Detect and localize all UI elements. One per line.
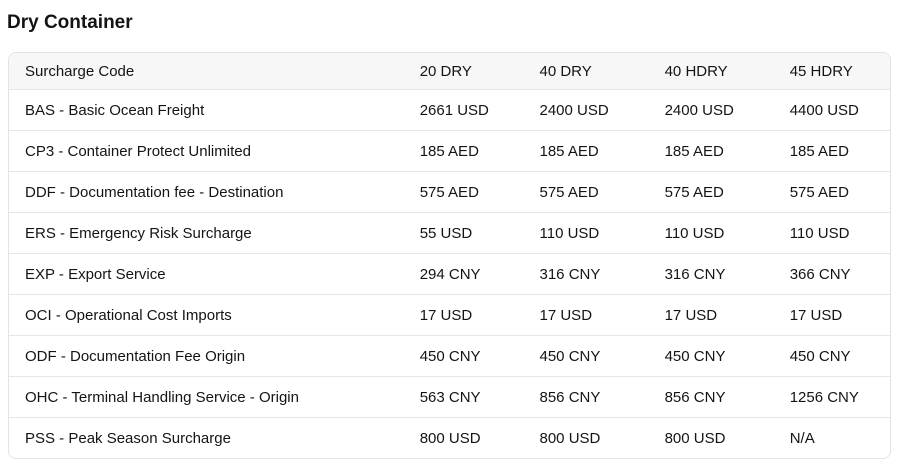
- price-cell: 450 CNY: [403, 335, 524, 377]
- price-cell: N/A: [789, 429, 815, 447]
- column-header-surcharge-code: Surcharge Code: [9, 53, 404, 90]
- price-cell: 575 AED: [523, 171, 649, 213]
- price-cell: 17 USD: [773, 294, 890, 336]
- table-row: OHC - Terminal Handling Service - Origin…: [9, 376, 890, 418]
- price-cell: 856 CNY: [523, 376, 649, 418]
- table-row: ODF - Documentation Fee Origin 450 CNY 4…: [9, 335, 890, 377]
- price-cell: 4400 USD: [773, 89, 890, 131]
- price-cell: 366 CNY: [773, 253, 890, 295]
- surcharge-label: CP3 - Container Protect Unlimited: [9, 130, 404, 172]
- price-cell: 316 CNY: [523, 253, 649, 295]
- price-cell: 1256 CNY: [773, 376, 890, 418]
- price-cell: 800 USD: [419, 429, 481, 447]
- surcharge-label: EXP - Export Service: [9, 253, 404, 295]
- price-cell: 800 USD: [539, 429, 601, 447]
- price-cell: 450 CNY: [773, 335, 890, 377]
- surcharge-label: DDF - Documentation fee - Destination: [9, 171, 404, 213]
- price-cell: 856 CNY: [648, 376, 774, 418]
- price-cell: 294 CNY: [403, 253, 524, 295]
- table-row: CP3 - Container Protect Unlimited 185 AE…: [9, 130, 890, 172]
- column-header-20-dry: 20 DRY: [403, 53, 524, 90]
- price-cell: 2400 USD: [523, 89, 649, 131]
- surcharge-label: OHC - Terminal Handling Service - Origin: [9, 376, 404, 418]
- price-cell: 17 USD: [403, 294, 524, 336]
- price-cell: 800 USD: [664, 429, 726, 447]
- surcharge-label: ERS - Emergency Risk Surcharge: [9, 212, 404, 254]
- price-cell: 55 USD: [403, 212, 524, 254]
- table-row: BAS - Basic Ocean Freight 2661 USD 2400 …: [9, 89, 890, 131]
- price-cell: 316 CNY: [648, 253, 774, 295]
- table-row: PSS - Peak Season Surcharge 800 USD 800 …: [9, 418, 890, 459]
- column-header-45-hdry: 45 HDRY: [773, 53, 890, 90]
- price-cell: 185 AED: [403, 130, 524, 172]
- price-cell: 2400 USD: [648, 89, 774, 131]
- surcharge-label: OCI - Operational Cost Imports: [9, 294, 404, 336]
- price-cell: 110 USD: [773, 212, 890, 254]
- surcharge-label: PSS - Peak Season Surcharge: [25, 429, 231, 447]
- price-cell: 575 AED: [773, 171, 890, 213]
- price-cell: 17 USD: [523, 294, 649, 336]
- table-row: DDF - Documentation fee - Destination 57…: [9, 171, 890, 213]
- price-cell: 185 AED: [648, 130, 774, 172]
- price-cell: 110 USD: [648, 212, 774, 254]
- price-cell: 2661 USD: [403, 89, 524, 131]
- surcharge-table: Surcharge Code 20 DRY 40 DRY 40 HDRY 45 …: [9, 53, 890, 458]
- surcharge-table-card: Surcharge Code 20 DRY 40 DRY 40 HDRY 45 …: [8, 52, 891, 459]
- surcharge-label: BAS - Basic Ocean Freight: [9, 89, 404, 131]
- price-cell: 110 USD: [523, 212, 649, 254]
- page-title: Dry Container: [7, 12, 133, 33]
- table-header-row: Surcharge Code 20 DRY 40 DRY 40 HDRY 45 …: [9, 53, 890, 90]
- price-cell: 450 CNY: [648, 335, 774, 377]
- price-cell: 17 USD: [648, 294, 774, 336]
- table-row: OCI - Operational Cost Imports 17 USD 17…: [9, 294, 890, 336]
- column-header-40-hdry: 40 HDRY: [648, 53, 774, 90]
- price-cell: 185 AED: [523, 130, 649, 172]
- price-cell: 563 CNY: [403, 376, 524, 418]
- price-cell: 575 AED: [648, 171, 774, 213]
- table-row: EXP - Export Service 294 CNY 316 CNY 316…: [9, 253, 890, 295]
- table-row: ERS - Emergency Risk Surcharge 55 USD 11…: [9, 212, 890, 254]
- column-header-40-dry: 40 DRY: [523, 53, 649, 90]
- price-cell: 185 AED: [773, 130, 890, 172]
- surcharge-label: ODF - Documentation Fee Origin: [9, 335, 404, 377]
- price-cell: 575 AED: [403, 171, 524, 213]
- price-cell: 450 CNY: [523, 335, 649, 377]
